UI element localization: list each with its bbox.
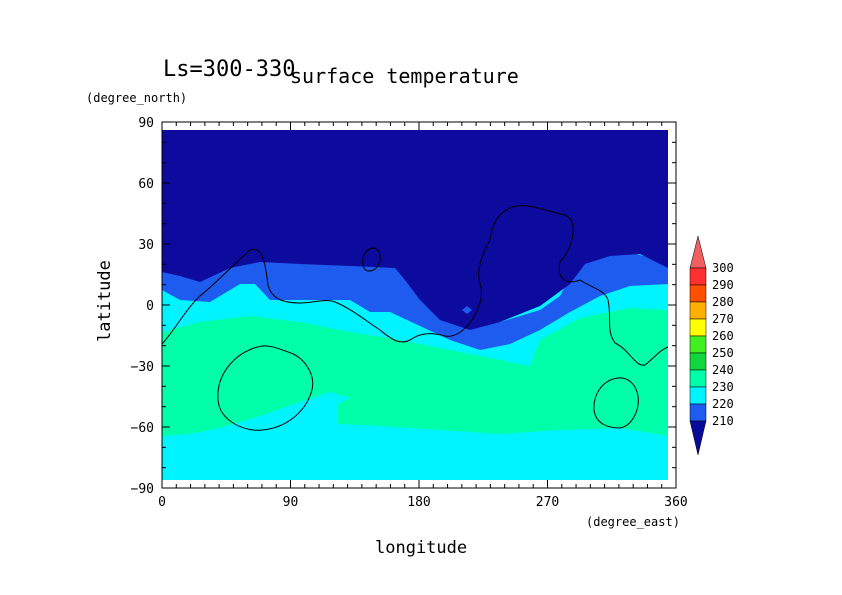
colorbar-swatch <box>689 335 707 354</box>
x-tick-label: 90 <box>283 495 299 510</box>
y-tick-label: −30 <box>131 360 154 375</box>
x-tick-label: 0 <box>158 495 166 510</box>
y-axis: 90 60 30 0 −30 −60 −90 <box>131 116 676 497</box>
colorbar-label: 230 <box>712 380 734 394</box>
y-tick-label: 0 <box>146 299 154 314</box>
y-axis-label: latitude <box>95 260 115 342</box>
colorbar-label: 290 <box>712 278 734 292</box>
y-units: (degree_north) <box>86 91 187 105</box>
colorbar-label: 300 <box>712 261 734 275</box>
x-axis: 0 90 180 270 360 <box>158 122 688 510</box>
contour-line <box>593 377 639 429</box>
colorbar-label: 260 <box>712 329 734 343</box>
colorbar-label: 280 <box>712 295 734 309</box>
y-tick-label: 30 <box>138 238 154 253</box>
x-axis-label: longitude <box>375 538 467 558</box>
y-tick-label: −60 <box>131 421 154 436</box>
colorbar: 300 290 280 270 260 250 240 230 220 210 <box>689 235 734 456</box>
x-units: (degree_east) <box>586 515 680 529</box>
y-tick-label: 60 <box>138 177 154 192</box>
colorbar-label: 240 <box>712 363 734 377</box>
contour-line <box>217 345 314 431</box>
y-tick-label: 90 <box>138 116 154 131</box>
band-230-240 <box>162 308 668 436</box>
colorbar-swatch <box>689 267 707 286</box>
x-tick-label: 180 <box>407 495 430 510</box>
chart-subtitle: Ls=300-330 <box>163 57 295 82</box>
colorbar-swatch <box>689 369 707 388</box>
band-below-210 <box>162 130 668 330</box>
chart-title: surface temperature <box>290 64 519 88</box>
x-tick-label: 270 <box>536 495 559 510</box>
colorbar-label: 220 <box>712 397 734 411</box>
colorbar-over <box>689 235 707 269</box>
colorbar-swatch <box>689 318 707 337</box>
colorbar-label: 270 <box>712 312 734 326</box>
colorbar-swatch <box>689 403 707 422</box>
contour-line <box>362 247 381 272</box>
band-210-220 <box>162 250 668 350</box>
colorbar-label: 250 <box>712 346 734 360</box>
cold-spot <box>462 306 472 314</box>
temperature-field <box>161 130 669 480</box>
contour-line <box>161 205 669 366</box>
colorbar-label: 210 <box>712 414 734 428</box>
colorbar-swatch <box>689 284 707 303</box>
colorbar-swatch <box>689 386 707 405</box>
x-tick-label: 360 <box>664 495 687 510</box>
y-tick-label: −90 <box>131 482 154 497</box>
colorbar-swatch <box>689 301 707 320</box>
colorbar-under <box>689 420 707 456</box>
colorbar-swatch <box>689 352 707 371</box>
